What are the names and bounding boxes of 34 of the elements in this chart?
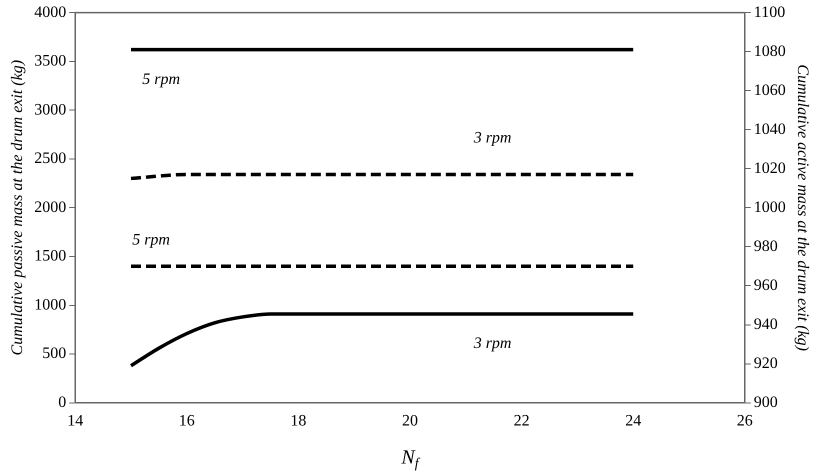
y-axis-title: Cumulative passive mass at the drum exit (kg)	[8, 60, 26, 356]
y2-tick-label: 960	[754, 276, 778, 294]
y-tick-label: 0	[58, 394, 66, 412]
x-tick-label: 20	[402, 412, 418, 430]
x-tick-label: 18	[290, 412, 306, 430]
y2-tick-label: 920	[754, 354, 778, 372]
x-tick-label: 16	[178, 412, 195, 430]
series-label: 3 rpm	[472, 130, 512, 147]
series-label: 5 rpm	[142, 70, 180, 88]
y-tick-label: 3500	[34, 52, 66, 70]
y2-tick-label: 1100	[754, 4, 786, 21]
x-tick-label: 26	[736, 412, 753, 430]
y2-tick-label: 900	[754, 394, 778, 412]
y2-tick-label: 940	[754, 316, 778, 333]
y-tick-label: 500	[42, 345, 66, 362]
y2-tick-label: 1060	[754, 82, 786, 99]
y-tick-label: 2000	[34, 198, 66, 216]
y-tick-label: 4000	[34, 4, 66, 21]
y-tick-label: 1000	[34, 296, 66, 314]
y2-tick-label: 1080	[754, 42, 786, 60]
x-tick-label: 14	[67, 412, 84, 430]
line-series	[129, 312, 635, 368]
y-tick-label: 2500	[34, 150, 66, 168]
series-label: 5 rpm	[132, 231, 170, 248]
y2-tick-label: 980	[754, 238, 778, 255]
y2-tick-label: 1020	[754, 160, 786, 177]
y2-tick-label: 1000	[754, 198, 786, 216]
y-tick-label: 1500	[34, 248, 66, 265]
y2-axis-title: Cumulative active mass at the drum exit (kg)	[794, 64, 812, 351]
series-label: 3 rpm	[472, 335, 512, 352]
y-tick-label: 3000	[34, 101, 66, 118]
x-tick-label: 24	[625, 412, 642, 430]
x-tick-label: 22	[514, 412, 530, 430]
y2-tick-label: 1040	[754, 120, 786, 138]
